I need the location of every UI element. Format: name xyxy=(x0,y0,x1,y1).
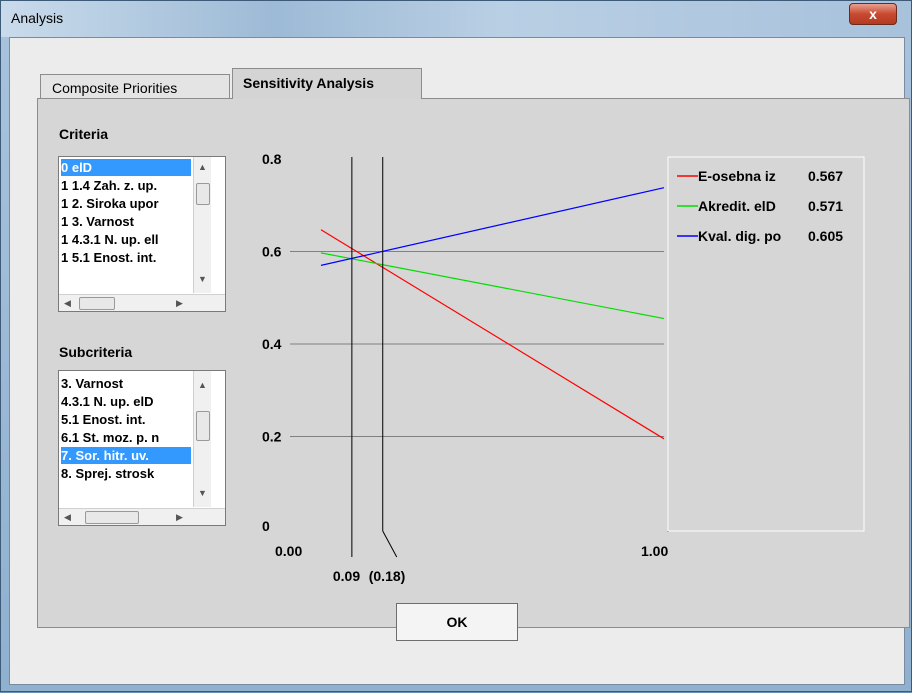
criteria-horizontal-scrollbar[interactable]: ◀ ▶ xyxy=(59,294,225,311)
list-item[interactable]: 5.1 Enost. int. xyxy=(61,412,146,427)
scroll-down-icon[interactable]: ▼ xyxy=(198,488,207,498)
list-item[interactable]: 1 2. Siroka upor xyxy=(61,196,159,211)
subcriteria-horizontal-scrollbar[interactable]: ◀ ▶ xyxy=(59,508,225,525)
scroll-left-icon[interactable]: ◀ xyxy=(64,512,71,522)
y-tick-label: 0.2 xyxy=(262,429,282,445)
window-title: Analysis xyxy=(11,10,64,26)
close-button[interactable]: x xyxy=(849,3,897,25)
legend-label-2: Akredit. elD xyxy=(698,198,776,214)
list-item[interactable]: 1 4.3.1 N. up. ell xyxy=(61,232,159,247)
x-tick-label: 0.00 xyxy=(275,543,302,559)
legend-value-1: 0.567 xyxy=(808,168,843,184)
list-item[interactable]: 3. Varnost xyxy=(61,376,124,391)
list-item[interactable]: 0 elD xyxy=(61,159,191,176)
list-item[interactable]: 7. Sor. hitr. uv. xyxy=(61,447,191,464)
scroll-up-icon[interactable]: ▲ xyxy=(198,162,207,172)
criteria-listbox[interactable]: 0 elD 1 1.4 Zah. z. up. 1 2. Siroka upor… xyxy=(58,156,226,312)
list-item[interactable]: 1 5.1 Enost. int. xyxy=(61,250,157,265)
scroll-thumb[interactable] xyxy=(196,411,210,441)
scroll-right-icon[interactable]: ▶ xyxy=(176,298,183,308)
marker-label-original: (0.18) xyxy=(369,568,406,584)
scroll-left-icon[interactable]: ◀ xyxy=(64,298,71,308)
scroll-down-icon[interactable]: ▼ xyxy=(198,274,207,284)
series-line-2 xyxy=(320,252,665,320)
ok-button[interactable]: OK xyxy=(396,603,518,641)
marker-label-current: 0.09 xyxy=(333,568,360,584)
legend-value-2: 0.571 xyxy=(808,198,843,214)
series-line-1 xyxy=(320,229,665,440)
y-tick-label: 0.4 xyxy=(262,336,282,352)
list-item[interactable]: 6.1 St. moz. p. n xyxy=(61,430,160,445)
criteria-label: Criteria xyxy=(59,126,109,142)
scroll-right-icon[interactable]: ▶ xyxy=(176,512,183,522)
legend-label-3: Kval. dig. po xyxy=(698,228,781,244)
subcriteria-listbox[interactable]: 3. Varnost 4.3.1 N. up. elD 5.1 Enost. i… xyxy=(58,370,226,526)
y-tick-label: 0.6 xyxy=(262,244,282,260)
list-item[interactable]: 4.3.1 N. up. elD xyxy=(61,394,154,409)
scroll-thumb[interactable] xyxy=(79,297,115,310)
subcriteria-label: Subcriteria xyxy=(59,344,133,360)
legend-box xyxy=(667,156,865,532)
subcriteria-vertical-scrollbar[interactable]: ▲ ▼ xyxy=(193,371,211,507)
tab-sensitivity-analysis[interactable]: Sensitivity Analysis xyxy=(232,68,422,99)
scroll-up-icon[interactable]: ▲ xyxy=(198,380,207,390)
legend-label-1: E-osebna iz xyxy=(698,168,776,184)
tab-composite-priorities[interactable]: Composite Priorities xyxy=(40,74,230,98)
y-tick-label: 0 xyxy=(262,518,270,534)
marker-leader-line xyxy=(382,530,398,558)
plot-area xyxy=(290,159,664,531)
list-item[interactable]: 1 1.4 Zah. z. up. xyxy=(61,178,158,193)
scroll-thumb[interactable] xyxy=(196,183,210,205)
series-line-3 xyxy=(320,187,665,266)
list-item[interactable]: 1 3. Varnost xyxy=(61,214,134,229)
title-bar[interactable]: Analysis x xyxy=(1,1,911,37)
y-tick-label: 0.8 xyxy=(262,151,282,167)
x-tick-label: 1.00 xyxy=(641,543,668,559)
legend-value-3: 0.605 xyxy=(808,228,843,244)
criteria-vertical-scrollbar[interactable]: ▲ ▼ xyxy=(193,157,211,293)
list-item[interactable]: 8. Sprej. strosk xyxy=(61,466,155,481)
scroll-thumb[interactable] xyxy=(85,511,139,524)
